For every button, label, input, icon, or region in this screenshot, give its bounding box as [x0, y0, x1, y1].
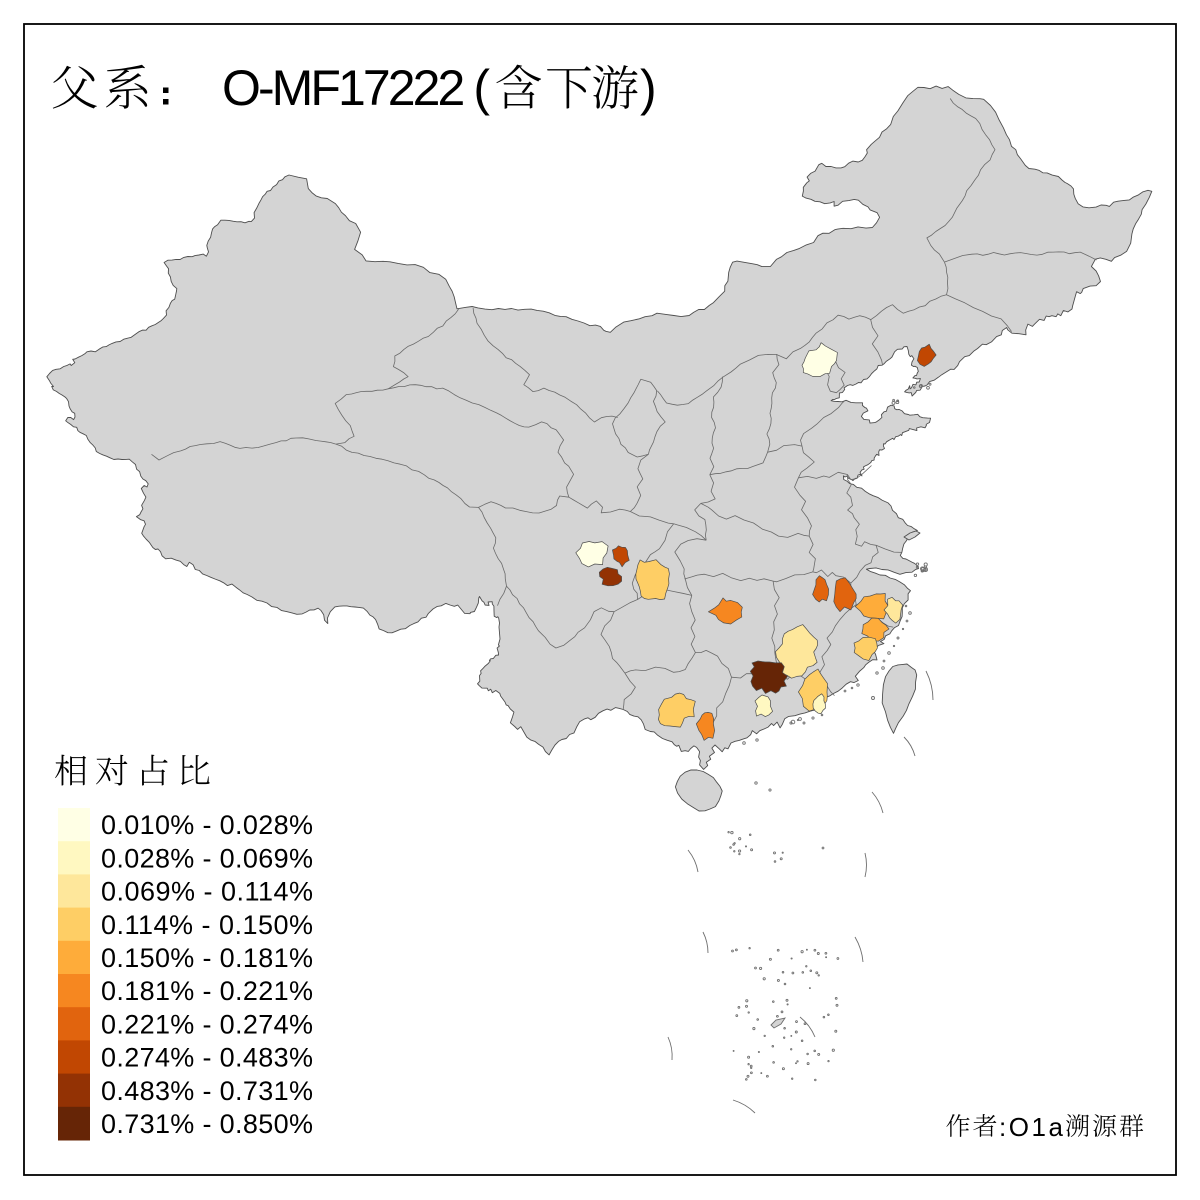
svg-text:): ) [640, 60, 657, 116]
svg-text:0.114% - 0.150%: 0.114% - 0.150% [101, 910, 313, 940]
svg-text:0.483% - 0.731%: 0.483% - 0.731% [101, 1076, 313, 1106]
svg-text::O1a: :O1a [999, 1112, 1064, 1142]
svg-text:0.221% - 0.274%: 0.221% - 0.274% [101, 1009, 313, 1039]
svg-text:0.150% - 0.181%: 0.150% - 0.181% [101, 943, 313, 973]
svg-text:0.181% - 0.221%: 0.181% - 0.221% [101, 976, 313, 1006]
svg-text:0.069% - 0.114%: 0.069% - 0.114% [101, 877, 313, 907]
svg-text:O-MF17222 (: O-MF17222 ( [222, 60, 490, 116]
svg-text:0.028% - 0.069%: 0.028% - 0.069% [101, 843, 313, 873]
svg-text:0.010% - 0.028%: 0.010% - 0.028% [101, 810, 313, 840]
svg-text:0.274% - 0.483%: 0.274% - 0.483% [101, 1043, 313, 1073]
svg-text:0.731% - 0.850%: 0.731% - 0.850% [101, 1109, 313, 1139]
